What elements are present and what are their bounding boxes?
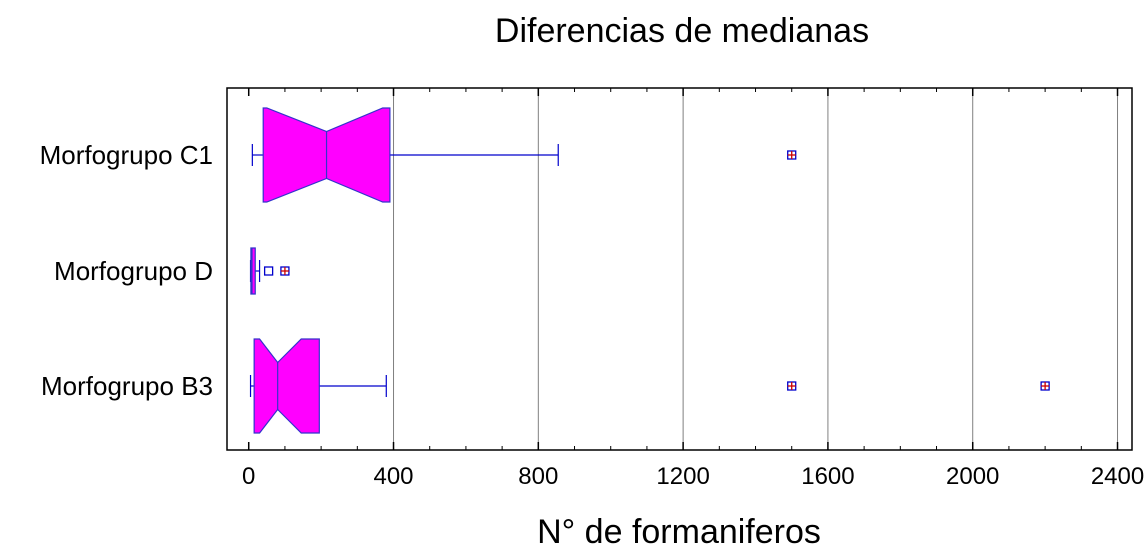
category-labels: Morfogrupo C1 Morfogrupo D Morfogrupo B3 [40,140,213,401]
grid-lines [393,88,1119,450]
x-tick-label: 2000 [946,463,999,490]
x-tick-label: 800 [518,463,558,490]
axis-ticks: 0 400 800 1200 1600 2000 2400 [242,88,1144,490]
x-tick-label: 0 [242,463,255,490]
box-morfogrupo-b3 [249,338,1050,434]
notched-box [253,338,320,434]
box-series [249,107,1050,434]
chart-title: Diferencias de medianas [495,12,869,50]
x-axis-label: N° de formaniferos [537,513,821,550]
x-tick-label: 1600 [801,463,854,490]
outlier-point [263,266,274,276]
box-morfogrupo-c1 [251,107,797,203]
x-tick-label: 2400 [1091,463,1144,490]
x-tick-label: 400 [373,463,413,490]
category-label: Morfogrupo D [54,256,213,286]
category-label: Morfogrupo B3 [41,371,213,401]
x-tick-label: 1200 [656,463,709,490]
box-morfogrupo-d [249,247,290,295]
category-label: Morfogrupo C1 [40,140,213,170]
plot-frame [226,87,1133,451]
